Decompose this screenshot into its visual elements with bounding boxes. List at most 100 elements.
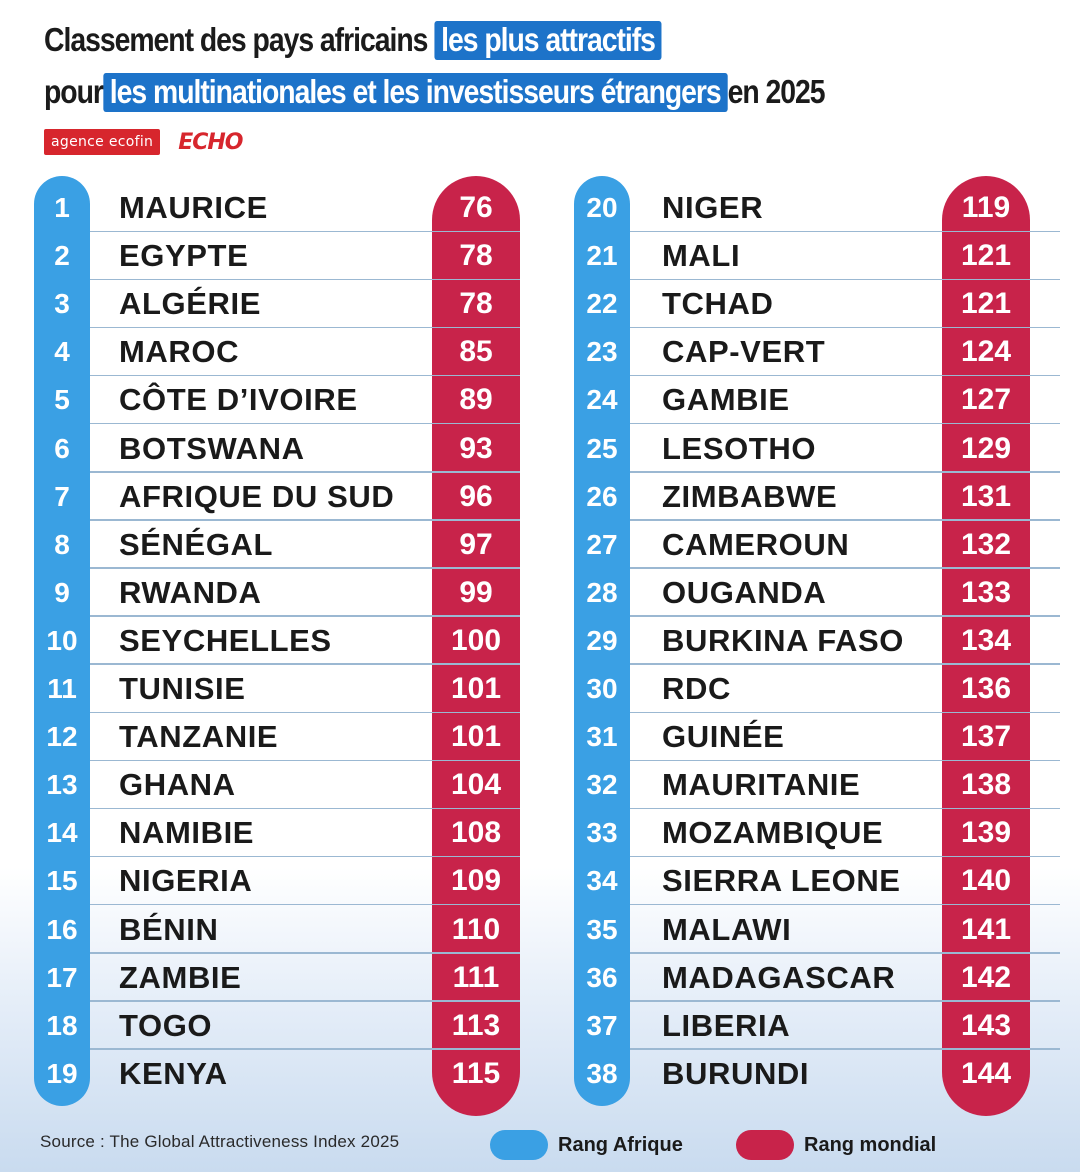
rang-afrique-value: 23 [586,336,618,368]
rang-afrique-value: 5 [54,384,70,416]
rang-mondial-value: 143 [960,1008,1012,1042]
rang-mondial-value: 144 [960,1056,1012,1090]
legend-world-label: Rang mondial [804,1133,937,1156]
table-row: 7 AFRIQUE DU SUD 96 [34,473,520,521]
row-divider [630,519,1060,521]
country-name: MALAWI [662,911,792,947]
legend-africa-swatch [490,1130,548,1160]
country-name: GHANA [119,767,236,803]
title-line-1: Classement des pays africains les plus a… [44,14,1076,66]
rang-mondial-value: 124 [960,335,1012,369]
rang-afrique-value: 37 [586,1009,618,1041]
table-row: 27 CAMEROUN 132 [574,521,1060,569]
country-name: ZIMBABWE [662,478,838,514]
country-name: SÉNÉGAL [119,526,274,562]
table-row: 19 KENYA 115 [34,1050,520,1098]
rang-afrique-value: 24 [586,384,618,416]
row-divider [630,471,1060,473]
row-divider [630,567,1060,569]
rang-mondial-value: 97 [459,527,493,561]
row-divider [90,807,520,810]
rang-mondial-value: 121 [960,287,1012,321]
country-name: MAROC [119,334,240,370]
rang-mondial-value: 134 [960,623,1012,657]
rang-afrique-value: 32 [586,769,618,801]
table-row: 13 GHANA 104 [34,761,520,810]
rang-mondial-value: 104 [450,768,502,802]
rang-afrique-value: 11 [47,673,77,704]
table-row: 14 NAMIBIE 108 [34,809,520,858]
rang-mondial-value: 85 [459,335,493,369]
country-name: BÉNIN [119,911,219,947]
rang-mondial-bar-left [432,176,520,1116]
rang-afrique-value: 3 [54,288,70,320]
country-name: ZAMBIE [119,959,242,995]
table-row: 6 BOTSWANA 93 [34,425,520,473]
rang-mondial-value: 131 [960,479,1012,513]
table-row: 36 MADAGASCAR 142 [574,954,1060,1002]
rang-mondial-value: 133 [960,575,1012,609]
row-divider [630,326,1060,329]
agence-ecofin-logo: agence ecofin [44,129,161,155]
ranking-column-right: 20 NIGER 119 21 MALI 121 22 TCHAD 121 23 CAP-VERT 1… [574,176,1060,1116]
country-name: NIGERIA [119,863,253,899]
rang-mondial-value: 101 [450,720,502,754]
row-divider [90,711,520,713]
rang-afrique-value: 35 [586,913,618,945]
echo-logo: ECHO [178,129,243,155]
rang-mondial-value: 110 [451,912,501,946]
legend-world: Rang mondial [736,1130,936,1160]
page-title: Classement des pays africains les plus a… [44,14,1076,118]
table-row: 29 BURKINA FASO 134 [574,617,1060,665]
rang-afrique-value: 30 [586,673,618,704]
row-divider [90,759,520,762]
row-divider [90,567,520,569]
rang-afrique-value: 2 [54,240,70,272]
rang-afrique-value: 7 [54,480,70,512]
row-divider [630,1048,1060,1050]
rang-mondial-value: 140 [960,864,1012,898]
table-row: 30 RDC 136 [574,665,1060,713]
rang-mondial-value: 89 [459,383,493,417]
rang-afrique-bar-right [574,176,630,1106]
footer: Source : The Global Attractiveness Index… [40,1132,399,1152]
row-divider [630,855,1060,858]
table-row: 23 CAP-VERT 124 [574,328,1060,377]
rang-mondial-value: 109 [450,864,502,898]
rang-mondial-value: 76 [459,191,493,224]
rang-afrique-value: 36 [586,961,618,993]
row-divider [630,663,1060,665]
country-name: BURUNDI [662,1055,810,1091]
rang-mondial-value: 121 [960,239,1012,273]
row-divider [630,759,1060,762]
row-divider [630,711,1060,713]
rang-mondial-value: 138 [960,768,1012,802]
rang-afrique-value: 25 [586,432,618,464]
country-name: SEYCHELLES [119,622,332,658]
row-divider [90,903,520,906]
country-name: CAMEROUN [662,526,850,562]
country-name: MALI [662,238,741,274]
table-row: 21 MALI 121 [574,232,1060,281]
table-row: 25 LESOTHO 129 [574,425,1060,473]
rang-afrique-value: 1 [54,192,70,223]
table-row: 16 BÉNIN 110 [34,906,520,954]
rang-afrique-value: 9 [54,576,70,608]
row-divider [630,230,1060,232]
table-row: 11 TUNISIE 101 [34,665,520,713]
table-row: 8 SÉNÉGAL 97 [34,521,520,569]
rang-afrique-value: 22 [586,288,618,320]
rang-afrique-value: 8 [54,528,70,560]
rang-mondial-value: 141 [960,912,1012,946]
table-row: 32 MAURITANIE 138 [574,761,1060,810]
rang-afrique-value: 10 [46,624,78,656]
country-name: SIERRA LEONE [662,863,901,899]
row-divider [90,471,520,473]
table-row: 37 LIBERIA 143 [574,1002,1060,1050]
rang-mondial-value: 129 [960,431,1012,465]
rang-afrique-value: 12 [46,721,78,753]
rang-mondial-value: 139 [960,816,1012,850]
legend-africa: Rang Afrique [490,1130,683,1160]
rang-afrique-value: 31 [586,721,618,753]
row-divider [630,278,1060,281]
